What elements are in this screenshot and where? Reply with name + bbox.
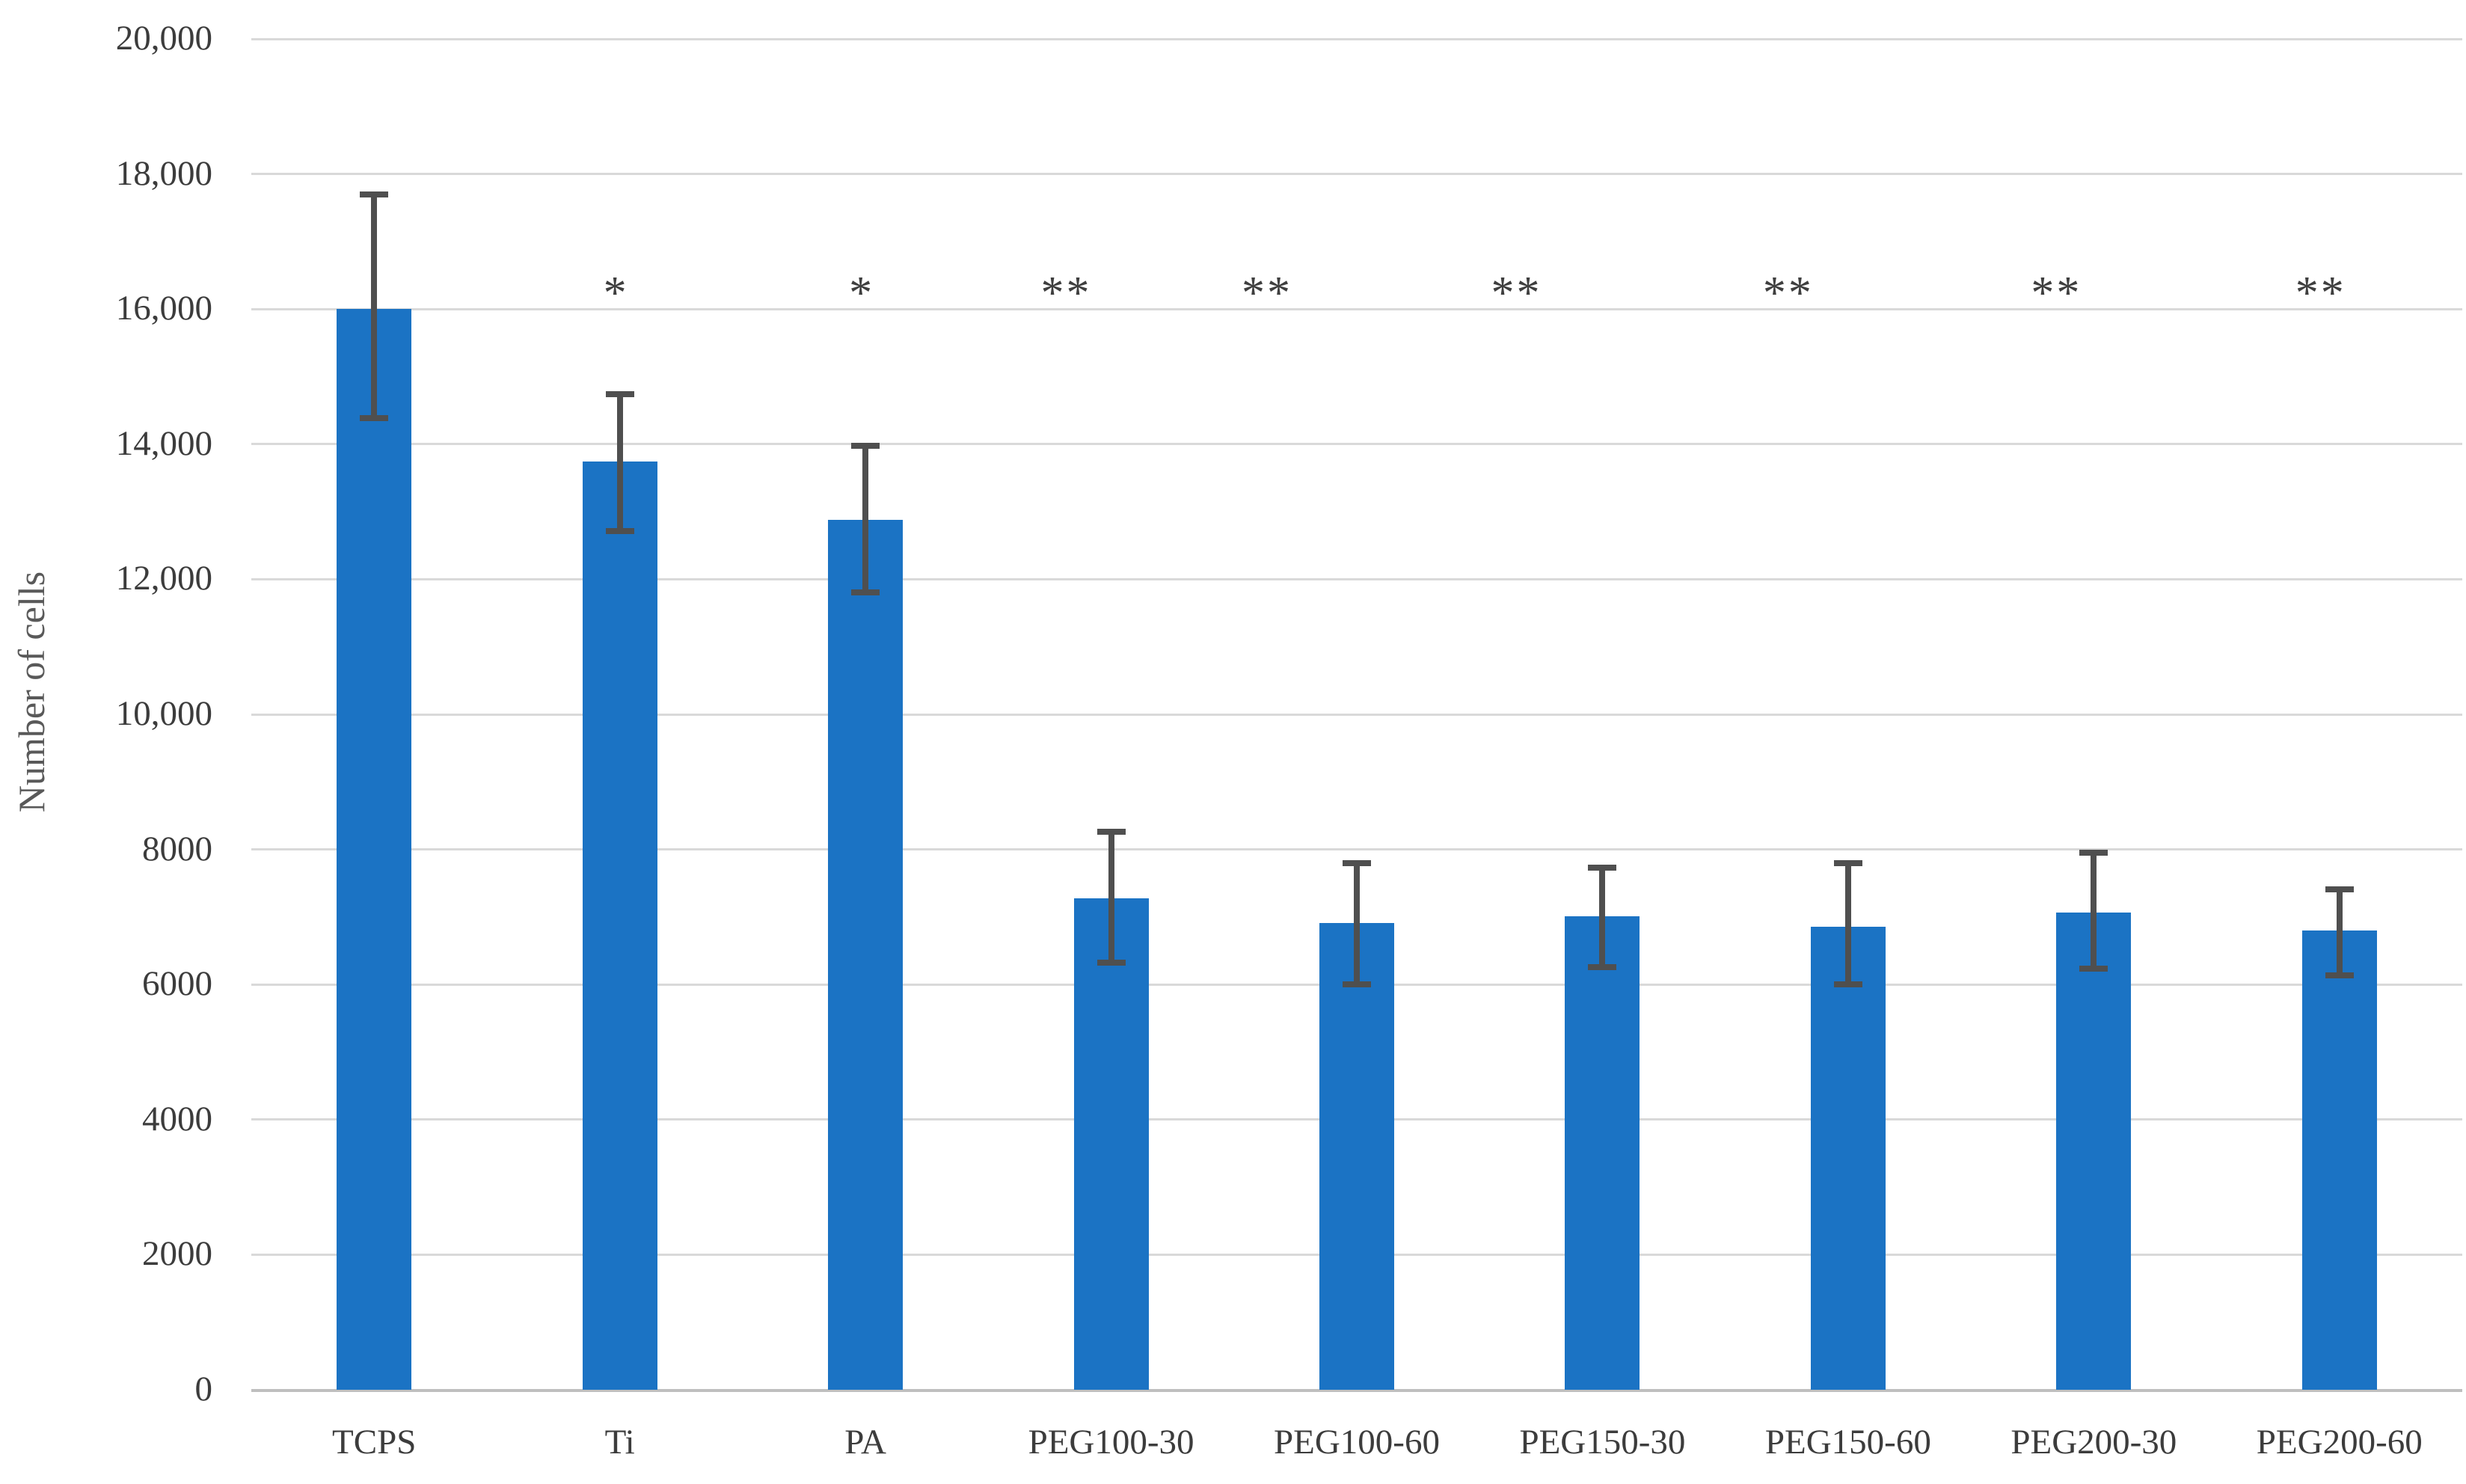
gridline-8000 [251, 848, 2462, 851]
bar-ti [582, 462, 657, 1390]
x-tick-label-peg200-30: PEG200-30 [2010, 1423, 2177, 1462]
error-cap-top-tcps [360, 191, 389, 197]
error-cap-bottom-peg200-60 [2325, 972, 2354, 978]
significance-mark-peg100-30: ** [1040, 268, 1092, 319]
error-cap-bottom-peg150-60 [1833, 981, 1862, 988]
x-tick-label-pa: PA [844, 1423, 886, 1462]
error-bar-ti [616, 393, 623, 532]
significance-mark-peg100-60: ** [1242, 268, 1292, 319]
significance-mark-peg200-30: ** [2031, 268, 2082, 319]
significance-mark-peg150-60: ** [1762, 268, 1814, 319]
error-cap-top-ti [605, 390, 634, 397]
y-tick-label-0: 0 [194, 1370, 213, 1408]
x-tick-label-peg150-30: PEG150-30 [1519, 1423, 1686, 1462]
error-bar-pa [862, 445, 869, 593]
error-bar-peg100-60 [1354, 862, 1360, 985]
gridline-10000 [251, 713, 2462, 716]
x-tick-label-peg200-60: PEG200-60 [2256, 1423, 2423, 1462]
y-tick-label-8000: 8000 [142, 829, 212, 868]
error-bar-peg200-30 [2091, 853, 2097, 969]
x-tick-label-peg100-60: PEG100-60 [1274, 1423, 1440, 1462]
error-bar-peg100-30 [1108, 832, 1114, 963]
y-tick-label-2000: 2000 [142, 1234, 212, 1274]
y-tick-label-18000: 18,000 [115, 153, 212, 193]
x-axis-baseline [251, 1388, 2462, 1392]
error-cap-top-pa [851, 442, 880, 449]
error-cap-bottom-pa [851, 589, 880, 596]
error-cap-top-peg200-30 [2079, 850, 2108, 856]
error-cap-bottom-ti [605, 528, 634, 535]
y-tick-label-16000: 16,000 [115, 289, 212, 328]
error-cap-bottom-peg200-30 [2079, 965, 2108, 972]
gridline-12000 [251, 577, 2462, 580]
bar-peg150-30 [1565, 916, 1640, 1390]
x-tick-label-ti: Ti [604, 1423, 635, 1462]
error-cap-top-peg200-60 [2325, 886, 2354, 892]
bar-peg200-60 [2301, 930, 2377, 1390]
error-cap-top-peg100-60 [1343, 859, 1371, 866]
y-tick-label-14000: 14,000 [115, 423, 212, 463]
error-cap-top-peg150-30 [1588, 864, 1617, 871]
gridline-14000 [251, 443, 2462, 446]
bar-peg200-30 [2056, 913, 2132, 1390]
error-cap-bottom-peg100-60 [1343, 981, 1371, 988]
gridline-16000 [251, 307, 2462, 310]
error-bar-peg150-30 [1599, 867, 1606, 967]
error-cap-bottom-tcps [360, 415, 389, 422]
error-cap-top-peg100-30 [1096, 829, 1126, 835]
error-cap-bottom-peg150-30 [1588, 963, 1617, 970]
y-tick-label-10000: 10,000 [115, 694, 212, 733]
bar-tcps [337, 309, 412, 1390]
significance-mark-peg200-60: ** [2295, 268, 2346, 319]
error-cap-bottom-peg100-30 [1096, 960, 1126, 966]
gridline-20000 [251, 37, 2462, 40]
error-bar-peg150-60 [1844, 862, 1851, 985]
bar-pa [828, 519, 904, 1390]
significance-mark-pa: * [849, 268, 875, 319]
error-bar-peg200-60 [2336, 889, 2343, 975]
x-tick-label-peg100-30: PEG100-30 [1028, 1423, 1194, 1462]
bar-peg100-60 [1319, 923, 1394, 1390]
error-bar-tcps [371, 194, 378, 419]
y-tick-label-12000: 12,000 [115, 559, 212, 598]
error-cap-top-peg150-60 [1833, 859, 1862, 866]
gridline-18000 [251, 173, 2462, 176]
x-tick-label-peg150-60: PEG150-60 [1764, 1423, 1931, 1462]
y-axis-title: Number of cells [10, 571, 52, 813]
significance-mark-peg150-30: ** [1491, 268, 1542, 319]
bar-peg150-60 [1810, 926, 1886, 1390]
y-tick-label-6000: 6000 [142, 964, 212, 1004]
y-tick-label-20000: 20,000 [115, 19, 212, 58]
significance-mark-ti: * [603, 268, 629, 319]
y-tick-label-4000: 4000 [142, 1099, 212, 1138]
x-tick-label-tcps: TCPS [332, 1423, 417, 1462]
bar-peg100-30 [1073, 898, 1149, 1390]
